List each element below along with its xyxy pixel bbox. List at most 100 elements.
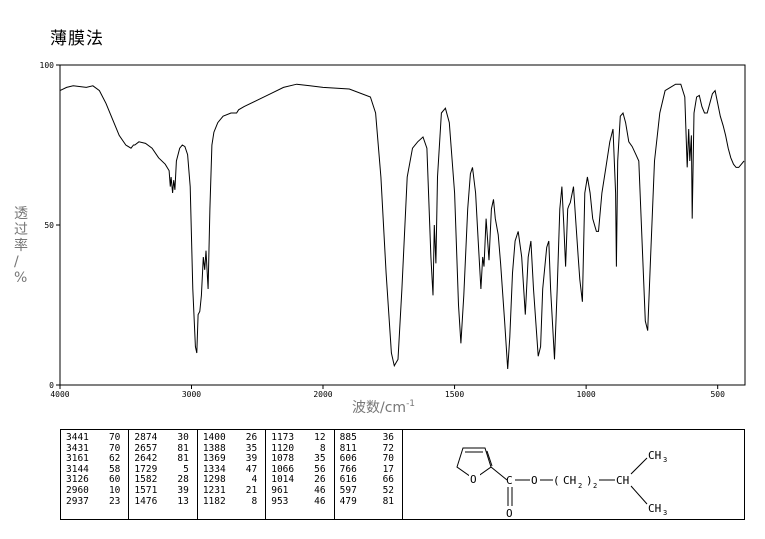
peak-row: 1334 47 [202, 463, 263, 476]
ring-oxygen: O [470, 473, 477, 486]
plot-frame [59, 64, 746, 386]
peak-wavenumber: 1078 [271, 453, 295, 465]
peak-row: 1298 4 [203, 475, 263, 486]
bond [490, 466, 508, 481]
peak-transmittance: 23 [108, 495, 121, 507]
peak-transmittance: 47 [245, 463, 258, 475]
peak-row: 1369 39 [203, 454, 263, 465]
peak-row: 885 36 [339, 432, 400, 444]
structure-panel: O C O O ( CH 2 ) 2 CH CH 3 CH 3 [403, 429, 745, 520]
peak-transmittance: 13 [177, 495, 189, 507]
peak-wavenumber: 1388 [202, 442, 226, 454]
ring-double-bond [486, 450, 493, 467]
peak-transmittance: 66 [382, 474, 395, 486]
peak-row: 1182 8 [202, 495, 263, 508]
carbonyl-oxygen: O [506, 507, 513, 520]
x-tick-label: 4000 [50, 390, 69, 399]
peak-wavenumber: 1066 [271, 463, 295, 475]
peak-wavenumber: 1334 [202, 463, 226, 475]
chain-count: 2 [593, 482, 597, 490]
peak-wavenumber: 961 [271, 484, 289, 496]
peak-wavenumber: 766 [339, 463, 357, 475]
peak-transmittance: 81 [177, 442, 189, 454]
peak-wavenumber: 3144 [66, 463, 89, 475]
method-label: 薄膜法 [50, 29, 104, 49]
peak-row: 1173 12 [271, 432, 331, 444]
peak-row: 2874 30 [134, 432, 194, 444]
peak-row: 616 66 [340, 475, 400, 486]
y-axis: 0 50 100 透过率/% [14, 61, 60, 390]
peak-wavenumber: 597 [339, 484, 357, 496]
peak-transmittance: 26 [245, 432, 258, 443]
peak-row: 3161 62 [66, 454, 126, 465]
peak-row: 1582 28 [134, 475, 194, 486]
peak-wavenumber: 2642 [134, 453, 158, 465]
ir-spectrum-chart: 0 50 100 透过率/% 4000 3000 2000 1500 1000 500 波数/c… [14, 61, 746, 416]
peak-wavenumber: 3431 [66, 442, 89, 454]
methyl-bottom: CH [648, 502, 661, 515]
peak-row: 953 46 [271, 495, 331, 508]
peak-row: 811 72 [340, 442, 400, 455]
peak-transmittance: 21 [245, 484, 258, 496]
peak-transmittance: 56 [314, 463, 326, 475]
peak-row: 2657 81 [134, 442, 194, 455]
y-axis-label-char: / [14, 254, 19, 270]
x-tick-label: 3000 [182, 390, 201, 399]
y-axis-label-char: 过 [14, 222, 28, 238]
peak-column: 3441 70 3431 70 3161 62 3144 58 3126 60 2960 10 2937… [61, 430, 130, 519]
peak-transmittance: 39 [245, 453, 258, 465]
peak-transmittance: 70 [108, 432, 121, 443]
peak-row: 606 70 [340, 454, 400, 465]
peak-column: 885 36 811 72 606 70 766 17 616 66 597 52 479 81 [335, 430, 402, 519]
peak-wavenumber: 885 [339, 432, 357, 443]
peak-row: 1014 26 [271, 475, 331, 486]
peak-transmittance: 70 [382, 453, 395, 465]
peak-row: 1078 35 [271, 454, 331, 465]
peak-row: 3441 70 [66, 432, 126, 444]
peak-row: 1388 35 [202, 442, 263, 455]
ester-oxygen: O [531, 474, 538, 487]
carbonyl-carbon: C [506, 474, 513, 487]
peak-row: 1120 8 [271, 442, 331, 455]
peak-transmittance: 46 [314, 495, 326, 507]
peak-wavenumber: 1369 [202, 453, 226, 465]
peak-column: 2874 30 2657 81 2642 81 1729 5 1582 28 1571 39 1476 1… [129, 430, 198, 519]
chain-sub: 2 [578, 482, 582, 490]
branch-ch: CH [616, 474, 629, 487]
chain-ch: CH [563, 474, 576, 487]
furan-ring [456, 447, 492, 480]
peak-row: 1476 13 [134, 495, 194, 508]
peak-transmittance: 46 [314, 484, 326, 496]
peak-transmittance: 70 [108, 442, 121, 454]
peak-transmittance: 28 [177, 474, 189, 486]
peak-column: 1173 12 1120 8 1078 35 1066 56 1014 26 961 46 953 46 [266, 430, 335, 519]
peak-transmittance: 30 [177, 432, 189, 443]
peak-transmittance: 39 [177, 484, 189, 496]
methyl-top: CH [648, 449, 661, 462]
peak-transmittance: 36 [382, 432, 395, 443]
bond [630, 485, 648, 505]
peak-row: 1729 5 [134, 463, 194, 476]
x-axis-label: 波数/cm-1 [352, 399, 415, 416]
peak-transmittance: 72 [382, 442, 395, 454]
x-tick-label: 1000 [576, 390, 595, 399]
peak-wavenumber: 1476 [134, 495, 158, 507]
methyl-top-sub: 3 [663, 456, 667, 464]
peak-transmittance: 81 [177, 453, 189, 465]
peak-row: 961 46 [271, 484, 331, 497]
peak-row: 1571 39 [134, 484, 194, 497]
peak-transmittance: 5 [183, 463, 189, 475]
peak-row: 2960 10 [66, 485, 126, 497]
peak-transmittance: 17 [382, 463, 395, 475]
peak-wavenumber: 1182 [202, 495, 226, 507]
peak-row: 766 17 [339, 463, 400, 476]
molecular-structure: O C O O ( CH 2 ) 2 CH CH 3 CH 3 [456, 447, 667, 520]
peak-wavenumber: 1400 [202, 432, 226, 443]
x-tick-label: 1500 [445, 390, 464, 399]
peak-transmittance: 8 [319, 442, 326, 454]
peak-wavenumber: 1571 [134, 484, 158, 496]
peak-row: 597 52 [339, 484, 400, 497]
y-tick-label: 50 [44, 221, 54, 230]
peak-transmittance: 58 [108, 463, 121, 475]
peak-wavenumber: 1173 [271, 432, 295, 443]
